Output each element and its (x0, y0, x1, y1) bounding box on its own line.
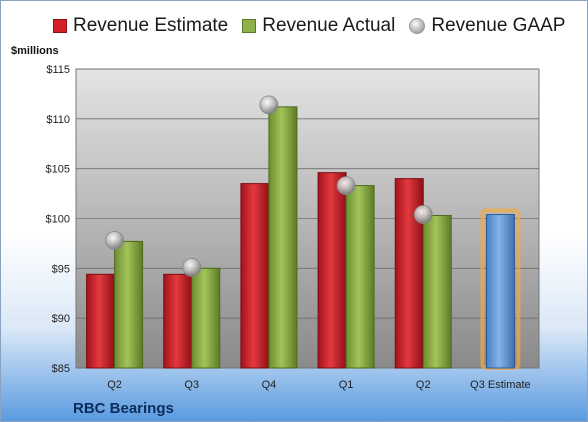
y-tick-label: $115 (46, 64, 70, 76)
y-tick-label: $90 (52, 313, 70, 325)
x-tick-label: Q2 (416, 379, 431, 391)
x-tick-label: Q4 (262, 379, 277, 391)
bar-revenue-estimate (317, 172, 347, 369)
y-tick-label: $105 (46, 164, 70, 176)
x-tick-label: Q1 (339, 379, 354, 391)
bar-revenue-actual (345, 185, 375, 369)
legend-item-actual: Revenue Actual (242, 15, 395, 37)
bar-revenue-actual (422, 215, 452, 369)
legend-label-gaap: Revenue GAAP (431, 15, 566, 36)
y-tick-label: $100 (46, 214, 70, 226)
legend-label-estimate: Revenue Estimate (73, 15, 229, 36)
bar-estimate-highlight (485, 214, 515, 369)
legend: Revenue Estimate Revenue Actual Revenue … (53, 15, 579, 37)
point-revenue-gaap (336, 176, 356, 196)
x-tick-label: Q2 (107, 379, 122, 391)
bar-revenue-estimate (163, 273, 193, 369)
y-tick-label: $110 (46, 114, 70, 126)
legend-item-estimate: Revenue Estimate (53, 15, 228, 37)
point-revenue-gaap (105, 231, 124, 250)
bar-revenue-actual (114, 240, 144, 369)
y-axis-unit-label: $millions (11, 45, 59, 57)
legend-swatch-actual (242, 19, 257, 33)
bar-revenue-actual (191, 267, 221, 369)
bar-revenue-actual (268, 106, 298, 369)
y-tick-label: $95 (52, 263, 70, 275)
point-revenue-gaap (259, 95, 279, 115)
legend-marker-gaap (409, 18, 426, 34)
x-tick-label: Q3 (184, 379, 199, 391)
legend-item-gaap: Revenue GAAP (409, 15, 565, 37)
legend-label-actual: Revenue Actual (262, 15, 396, 36)
legend-swatch-estimate (53, 19, 67, 33)
bar-revenue-estimate (240, 183, 270, 369)
bar-revenue-estimate (86, 273, 116, 369)
y-tick-label: $85 (52, 363, 70, 375)
point-revenue-gaap (182, 257, 202, 277)
x-tick-label: Q3 Estimate (470, 379, 531, 391)
company-name: RBC Bearings (73, 400, 174, 417)
point-revenue-gaap (413, 205, 433, 224)
